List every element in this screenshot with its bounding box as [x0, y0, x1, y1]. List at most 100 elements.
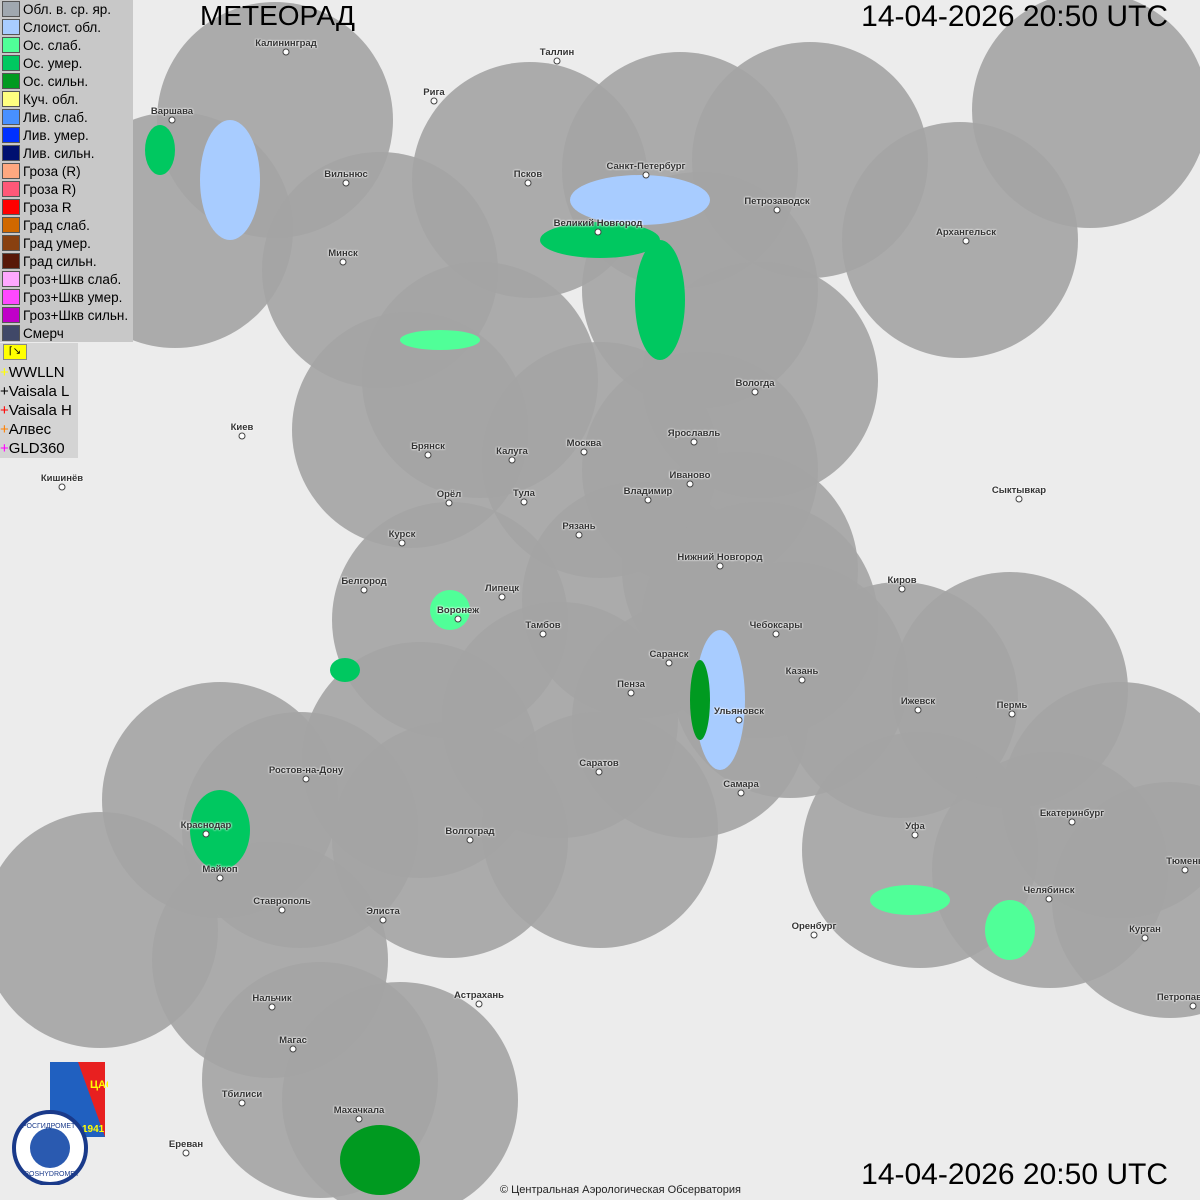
city-label: Чебоксары [749, 620, 803, 631]
city-label: Ульяновск [714, 706, 764, 717]
legend-item: Ос. сильн. [0, 72, 133, 90]
lightning-item: +Vaisala L [0, 382, 78, 401]
legend-item: Ос. слаб. [0, 36, 133, 54]
lightning-label: GLD360 [8, 440, 65, 457]
legend-label: Обл. в. ср. яр. [23, 1, 112, 17]
legend-label: Лив. слаб. [23, 109, 88, 125]
city-marker [202, 830, 210, 838]
legend-swatch [2, 307, 20, 323]
legend-item: Град слаб. [0, 216, 133, 234]
legend-swatch [2, 127, 20, 143]
city-label: Ижевск [900, 696, 936, 707]
city-marker [289, 1045, 297, 1053]
city-label: Минск [328, 248, 358, 259]
city-label: Казань [785, 666, 819, 677]
legend-label: Ос. умер. [23, 55, 83, 71]
legend-swatch [2, 253, 20, 269]
city-label: Тбилиси [221, 1089, 263, 1100]
city-label: Краснодар [180, 820, 232, 831]
city-label: Самара [723, 779, 759, 790]
legend-label: Гроз+Шкв слаб. [23, 271, 122, 287]
legend-label: Гроза R [23, 199, 72, 215]
legend-label: Лив. сильн. [23, 145, 95, 161]
city-marker [898, 585, 906, 593]
city-marker [962, 237, 970, 245]
city-marker [379, 916, 387, 924]
city-label: Екатеринбург [1039, 808, 1105, 819]
logos: ЦАО 1941 РОСГИДРОМЕТ ROSHYDROMET [8, 1060, 115, 1190]
precipitation-echo [200, 120, 260, 240]
legend-label: Град сильн. [23, 253, 97, 269]
city-label: Архангельск [936, 227, 996, 238]
legend-swatch [2, 181, 20, 197]
city-marker [810, 931, 818, 939]
legend-item: Ос. умер. [0, 54, 133, 72]
lightning-item: +GLD360 [0, 439, 78, 458]
city-marker [1189, 1002, 1197, 1010]
city-marker [475, 1000, 483, 1008]
city-label: Тамбов [525, 620, 561, 631]
city-label: Пенза [617, 679, 645, 690]
cross-icon: + [0, 440, 9, 457]
legend-swatch [2, 163, 20, 179]
city-label: Иваново [669, 470, 711, 481]
city-label: Липецк [484, 583, 520, 594]
city-marker [1141, 934, 1149, 942]
legend-label: Куч. обл. [23, 91, 79, 107]
city-label: Элиста [366, 906, 400, 917]
precipitation-echo [690, 660, 710, 740]
legend-label: Лив. умер. [23, 127, 89, 143]
flag-icon[interactable]: ⌈↘ [3, 344, 27, 360]
legend-item: Гроза R) [0, 180, 133, 198]
legend-item: Лив. умер. [0, 126, 133, 144]
legend-label: Смерч [23, 325, 64, 341]
precipitation-echo [145, 125, 175, 175]
city-marker [642, 171, 650, 179]
city-marker [575, 531, 583, 539]
city-marker [798, 676, 806, 684]
city-marker [773, 206, 781, 214]
city-marker [520, 498, 528, 506]
timestamp-bottom: 14-04-2026 20:50 UTC [861, 1158, 1168, 1191]
legend-label: Гроз+Шкв сильн. [23, 307, 129, 323]
cross-icon: + [0, 402, 9, 419]
legend-label: Град умер. [23, 235, 91, 251]
city-marker [282, 48, 290, 56]
precipitation-echo [870, 885, 950, 915]
city-marker [424, 451, 432, 459]
legend-label: Град слаб. [23, 217, 90, 233]
legend-swatch [2, 91, 20, 107]
city-marker [355, 1115, 363, 1123]
legend-item: Смерч [0, 324, 133, 342]
precipitation-echo [340, 1125, 420, 1195]
city-marker [553, 57, 561, 65]
precipitation-echo [985, 900, 1035, 960]
legend-label: Ос. сильн. [23, 73, 89, 89]
city-marker [466, 836, 474, 844]
city-marker [430, 97, 438, 105]
city-label: Санкт-Петербург [606, 161, 686, 172]
legend-swatch [2, 55, 20, 71]
city-label: Волгоград [445, 826, 495, 837]
page-title: МЕТЕОРАД [200, 0, 355, 31]
city-label: Сыктывкар [991, 485, 1047, 496]
lightning-label: Vaisala H [8, 402, 72, 419]
lightning-label: WWLLN [8, 364, 65, 381]
legend-item: Куч. обл. [0, 90, 133, 108]
city-label: Курск [388, 529, 416, 540]
legend-item: Град сильн. [0, 252, 133, 270]
city-marker [580, 448, 588, 456]
city-marker [342, 179, 350, 187]
legend-label: Гроз+Шкв умер. [23, 289, 123, 305]
radar-coverage-circle [0, 812, 218, 1048]
city-label: Таллин [539, 47, 575, 58]
city-marker [716, 562, 724, 570]
city-marker [644, 496, 652, 504]
city-label: Вологда [735, 378, 775, 389]
precipitation-echo [400, 330, 480, 350]
legend-swatch [2, 19, 20, 35]
city-marker [398, 539, 406, 547]
city-label: Орёл [436, 489, 462, 500]
